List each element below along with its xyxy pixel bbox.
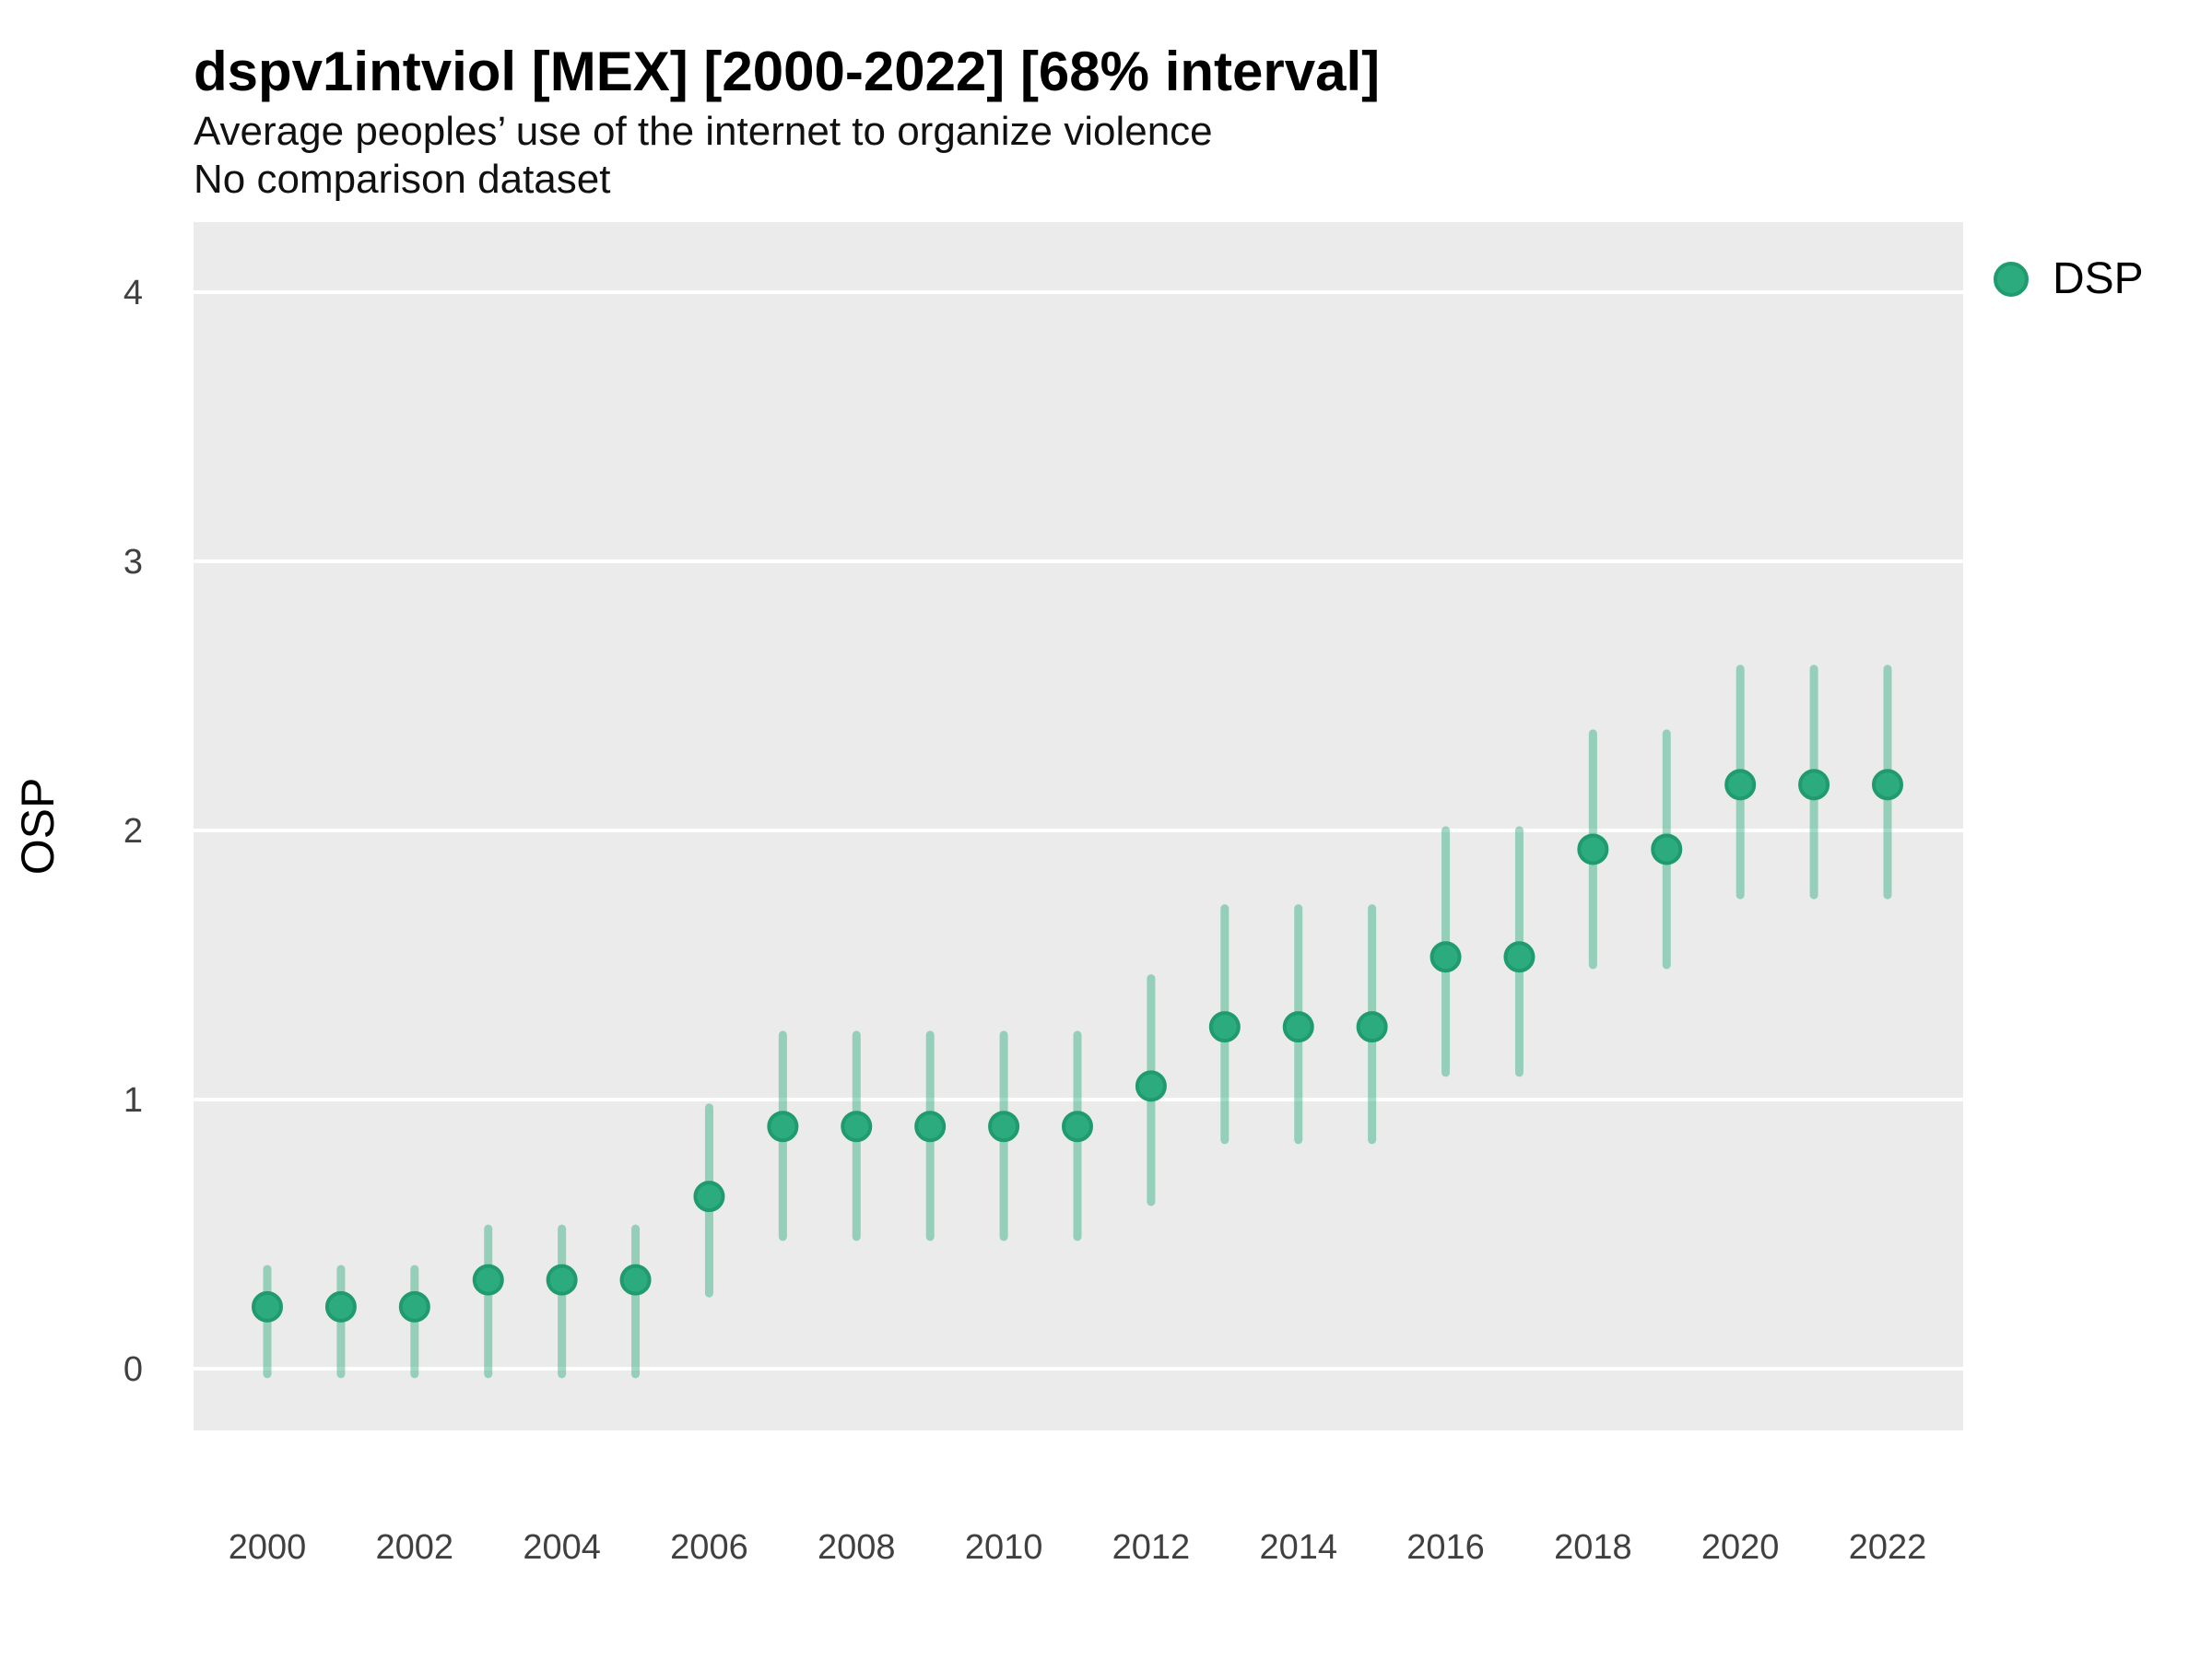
- legend: DSP: [1994, 257, 2144, 301]
- x-tick-2004: 2004: [523, 1528, 601, 1567]
- data-point-2022: [1871, 769, 1903, 801]
- x-tick-2020: 2020: [1701, 1528, 1780, 1567]
- data-point-2001: [324, 1290, 357, 1323]
- x-tick-2006: 2006: [670, 1528, 748, 1567]
- data-point-2007: [767, 1111, 799, 1143]
- x-tick-2022: 2022: [1849, 1528, 1927, 1567]
- x-tick-2014: 2014: [1259, 1528, 1337, 1567]
- x-tick-2012: 2012: [1112, 1528, 1191, 1567]
- data-point-2016: [1430, 941, 1462, 973]
- x-tick-2010: 2010: [965, 1528, 1043, 1567]
- data-point-2000: [252, 1290, 283, 1323]
- data-point-2017: [1503, 941, 1535, 973]
- data-point-2015: [1356, 1011, 1388, 1043]
- y-tick-1: 1: [124, 1081, 143, 1120]
- data-point-2013: [1208, 1011, 1241, 1043]
- chart-title: dspv1intviol [MEX] [2000-2022] [68% inte…: [194, 41, 1381, 102]
- data-point-2012: [1135, 1070, 1167, 1102]
- data-point-2014: [1282, 1011, 1314, 1043]
- chart-note: No comparison dataset: [194, 157, 611, 202]
- data-point-2011: [1061, 1111, 1093, 1143]
- y-axis-title: OSP: [12, 778, 64, 876]
- x-tick-2000: 2000: [229, 1528, 307, 1567]
- y-tick-4: 4: [124, 274, 143, 312]
- plot-panel: [194, 222, 1963, 1430]
- data-point-2019: [1651, 833, 1683, 865]
- x-tick-2002: 2002: [376, 1528, 454, 1567]
- x-tick-2018: 2018: [1554, 1528, 1632, 1567]
- y-tick-3: 3: [124, 543, 143, 582]
- chart-subtitle: Average peoples’ use of the internet to …: [194, 109, 1213, 154]
- data-point-2009: [914, 1111, 947, 1143]
- data-point-2020: [1724, 769, 1757, 801]
- data-point-2018: [1577, 833, 1609, 865]
- data-point-2002: [398, 1290, 430, 1323]
- x-tick-2016: 2016: [1406, 1528, 1485, 1567]
- data-point-2006: [693, 1181, 725, 1213]
- y-tick-2: 2: [124, 812, 143, 851]
- data-point-2021: [1798, 769, 1830, 801]
- data-point-2003: [472, 1264, 504, 1296]
- data-point-2008: [841, 1111, 873, 1143]
- data-point-2004: [546, 1264, 578, 1296]
- legend-label: DSP: [2053, 254, 2144, 303]
- y-tick-0: 0: [124, 1350, 143, 1389]
- data-point-2005: [619, 1264, 652, 1296]
- x-tick-2008: 2008: [818, 1528, 896, 1567]
- data-point-2010: [988, 1111, 1020, 1143]
- legend-dot-icon: [1994, 262, 2029, 297]
